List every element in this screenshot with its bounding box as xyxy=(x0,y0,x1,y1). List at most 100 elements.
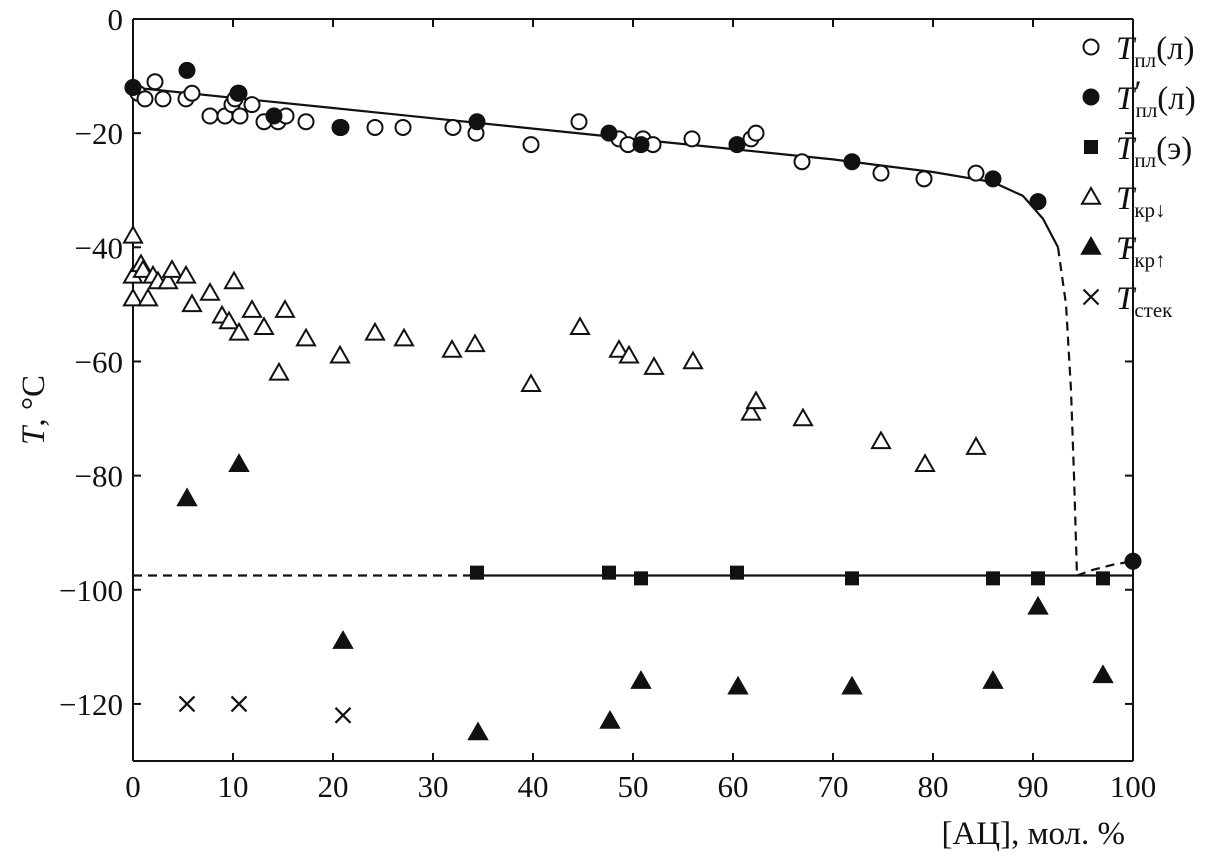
data-point xyxy=(468,113,486,131)
legend-label: Tстек xyxy=(1116,281,1173,322)
data-point xyxy=(253,316,275,335)
data-point xyxy=(154,90,172,108)
data-point xyxy=(632,136,650,154)
data-point xyxy=(569,316,591,335)
data-point xyxy=(124,78,142,96)
data-point xyxy=(297,113,315,131)
legend-label: Tпл(э) xyxy=(1116,131,1192,172)
legend-marker xyxy=(1080,185,1102,205)
legend-marker xyxy=(1082,288,1100,306)
x-tick-label: 10 xyxy=(218,769,249,804)
data-point xyxy=(1096,571,1110,586)
data-point xyxy=(845,571,859,586)
data-point xyxy=(683,130,701,148)
x-tick-label: 100 xyxy=(1110,769,1157,804)
x-tick-label: 0 xyxy=(125,769,141,804)
y-tick-label: −60 xyxy=(75,344,123,379)
y-tick-label: 0 xyxy=(108,2,124,37)
ticks-layer: 0 10 20 30 40 50 60 70 80 90 100 0 −20 −40 −60 −80 −100 −… xyxy=(59,2,1156,804)
legend: Tпл(л)T′пл(л) Tпл(э) Tкр↓ Tкр↑ Tстек xyxy=(1080,31,1196,322)
y-tick-label: −120 xyxy=(59,687,123,722)
cross-stroke xyxy=(1082,288,1100,306)
data-point xyxy=(230,84,248,102)
legend-item: T′пл(л) xyxy=(1082,75,1196,122)
data-point xyxy=(643,356,665,375)
series-1-points xyxy=(124,61,1142,570)
data-point xyxy=(1092,664,1114,684)
series-5-points xyxy=(178,695,352,724)
data-point xyxy=(122,287,144,307)
data-point xyxy=(136,90,154,108)
legend-item: Tпл(э) xyxy=(1084,131,1192,172)
curves-layer xyxy=(132,86,1134,577)
data-point xyxy=(630,670,652,689)
cross-stroke xyxy=(334,707,352,724)
data-point xyxy=(176,487,198,507)
legend-item: Tкр↓ xyxy=(1080,181,1166,222)
data-point xyxy=(178,695,196,713)
data-point xyxy=(265,107,283,125)
x-tick-label: 40 xyxy=(518,769,549,804)
data-point xyxy=(792,407,814,427)
legend-label: Tпл(л) xyxy=(1116,31,1195,72)
data-point xyxy=(602,565,616,580)
y-axis-title: T, °C xyxy=(16,375,52,445)
series-4-points xyxy=(176,453,1114,741)
cross-stroke xyxy=(230,695,248,713)
data-point xyxy=(274,299,296,318)
data-point xyxy=(464,333,486,353)
data-point xyxy=(984,170,1002,188)
data-point xyxy=(231,107,249,125)
legend-marker xyxy=(1082,38,1100,56)
y-tick-label: −40 xyxy=(75,230,123,265)
x-tick-label: 70 xyxy=(818,769,849,804)
legend-label: T′пл(л) xyxy=(1116,75,1196,122)
y-tick-label: −100 xyxy=(59,573,123,608)
legend-marker xyxy=(1082,88,1100,106)
x-tick-label: 90 xyxy=(1018,769,1049,804)
y-tick-label: −80 xyxy=(75,459,123,494)
legend-marker xyxy=(1084,140,1098,154)
data-point xyxy=(243,96,261,114)
data-point xyxy=(223,270,245,290)
legend-marker xyxy=(1080,235,1102,255)
data-point xyxy=(682,350,704,370)
data-point xyxy=(914,453,936,472)
data-point xyxy=(634,571,648,586)
data-point xyxy=(608,339,630,358)
data-point xyxy=(728,136,746,154)
data-point xyxy=(332,118,350,136)
data-point xyxy=(841,675,863,695)
x-tick-label: 30 xyxy=(418,769,449,804)
data-point xyxy=(1027,595,1049,615)
x-tick-label: 20 xyxy=(318,769,349,804)
data-point xyxy=(870,430,892,450)
data-point xyxy=(137,287,159,307)
data-point xyxy=(1031,571,1045,586)
data-point xyxy=(520,373,542,393)
x-tick-label: 60 xyxy=(718,769,749,804)
data-point xyxy=(394,118,412,136)
points-layer xyxy=(122,61,1142,741)
data-point xyxy=(157,270,179,290)
data-point xyxy=(146,73,164,91)
curve-right-branch-dashed xyxy=(1076,560,1134,577)
data-point xyxy=(441,339,463,358)
data-point xyxy=(967,164,985,182)
data-point xyxy=(522,136,540,154)
data-point xyxy=(228,453,250,472)
data-point xyxy=(470,565,484,580)
data-point xyxy=(793,153,811,171)
data-point xyxy=(218,310,240,330)
plot-frame xyxy=(132,18,1134,762)
data-point xyxy=(730,565,744,580)
data-point xyxy=(467,721,489,741)
data-point xyxy=(393,327,415,347)
x-tick-label: 50 xyxy=(618,769,649,804)
data-point xyxy=(364,321,386,341)
data-point xyxy=(727,675,749,695)
data-point xyxy=(230,695,248,713)
data-point xyxy=(570,113,588,131)
data-point xyxy=(599,710,621,729)
